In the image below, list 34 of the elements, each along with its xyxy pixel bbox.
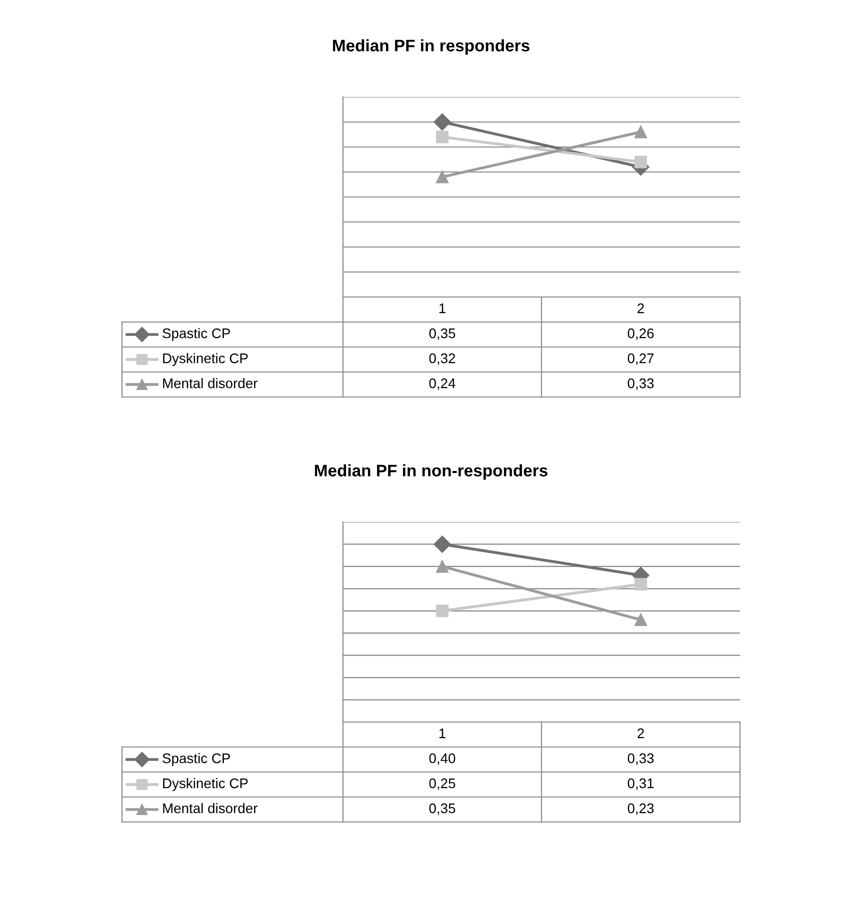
chart-title: Median PF in responders [333, 39, 530, 55]
point [634, 156, 647, 168]
point [434, 536, 451, 553]
legend-label: Spastic CP [162, 328, 230, 341]
legend-label: Dyskinetic CP [163, 353, 248, 366]
x-tick-label: 1 [439, 304, 446, 314]
x-tick-label: 2 [638, 303, 644, 314]
point [436, 170, 448, 184]
point [634, 578, 647, 590]
point [436, 560, 448, 573]
data-label: 0,33 [628, 378, 654, 390]
data-label: 0,24 [429, 378, 456, 390]
point [436, 130, 448, 144]
data-label: 0,25 [429, 778, 456, 790]
x-tick-label: 2 [638, 728, 644, 738]
x-tick-label: 1 [439, 728, 446, 738]
data-label: 0,33 [628, 753, 654, 765]
data-label: 0,35 [429, 328, 456, 340]
legend-label: Mental disorder [163, 803, 258, 814]
data-label: 0,26 [628, 328, 654, 340]
chart-title: Median PF in non-responders [314, 464, 548, 480]
data-label: 0,32 [429, 353, 456, 365]
point [634, 126, 647, 138]
point [634, 614, 647, 626]
point [436, 604, 448, 618]
data-label: 0,27 [628, 353, 654, 365]
data-label: 0,35 [429, 803, 456, 815]
legend-label: Spastic CP [162, 753, 230, 766]
data-label: 0,23 [628, 803, 654, 815]
legend-label: Mental disorder [163, 378, 258, 388]
data-label: 0,31 [628, 778, 654, 790]
point [434, 113, 451, 131]
legend-label: Dyskinetic CP [163, 778, 248, 791]
data-label: 0,40 [429, 753, 456, 765]
